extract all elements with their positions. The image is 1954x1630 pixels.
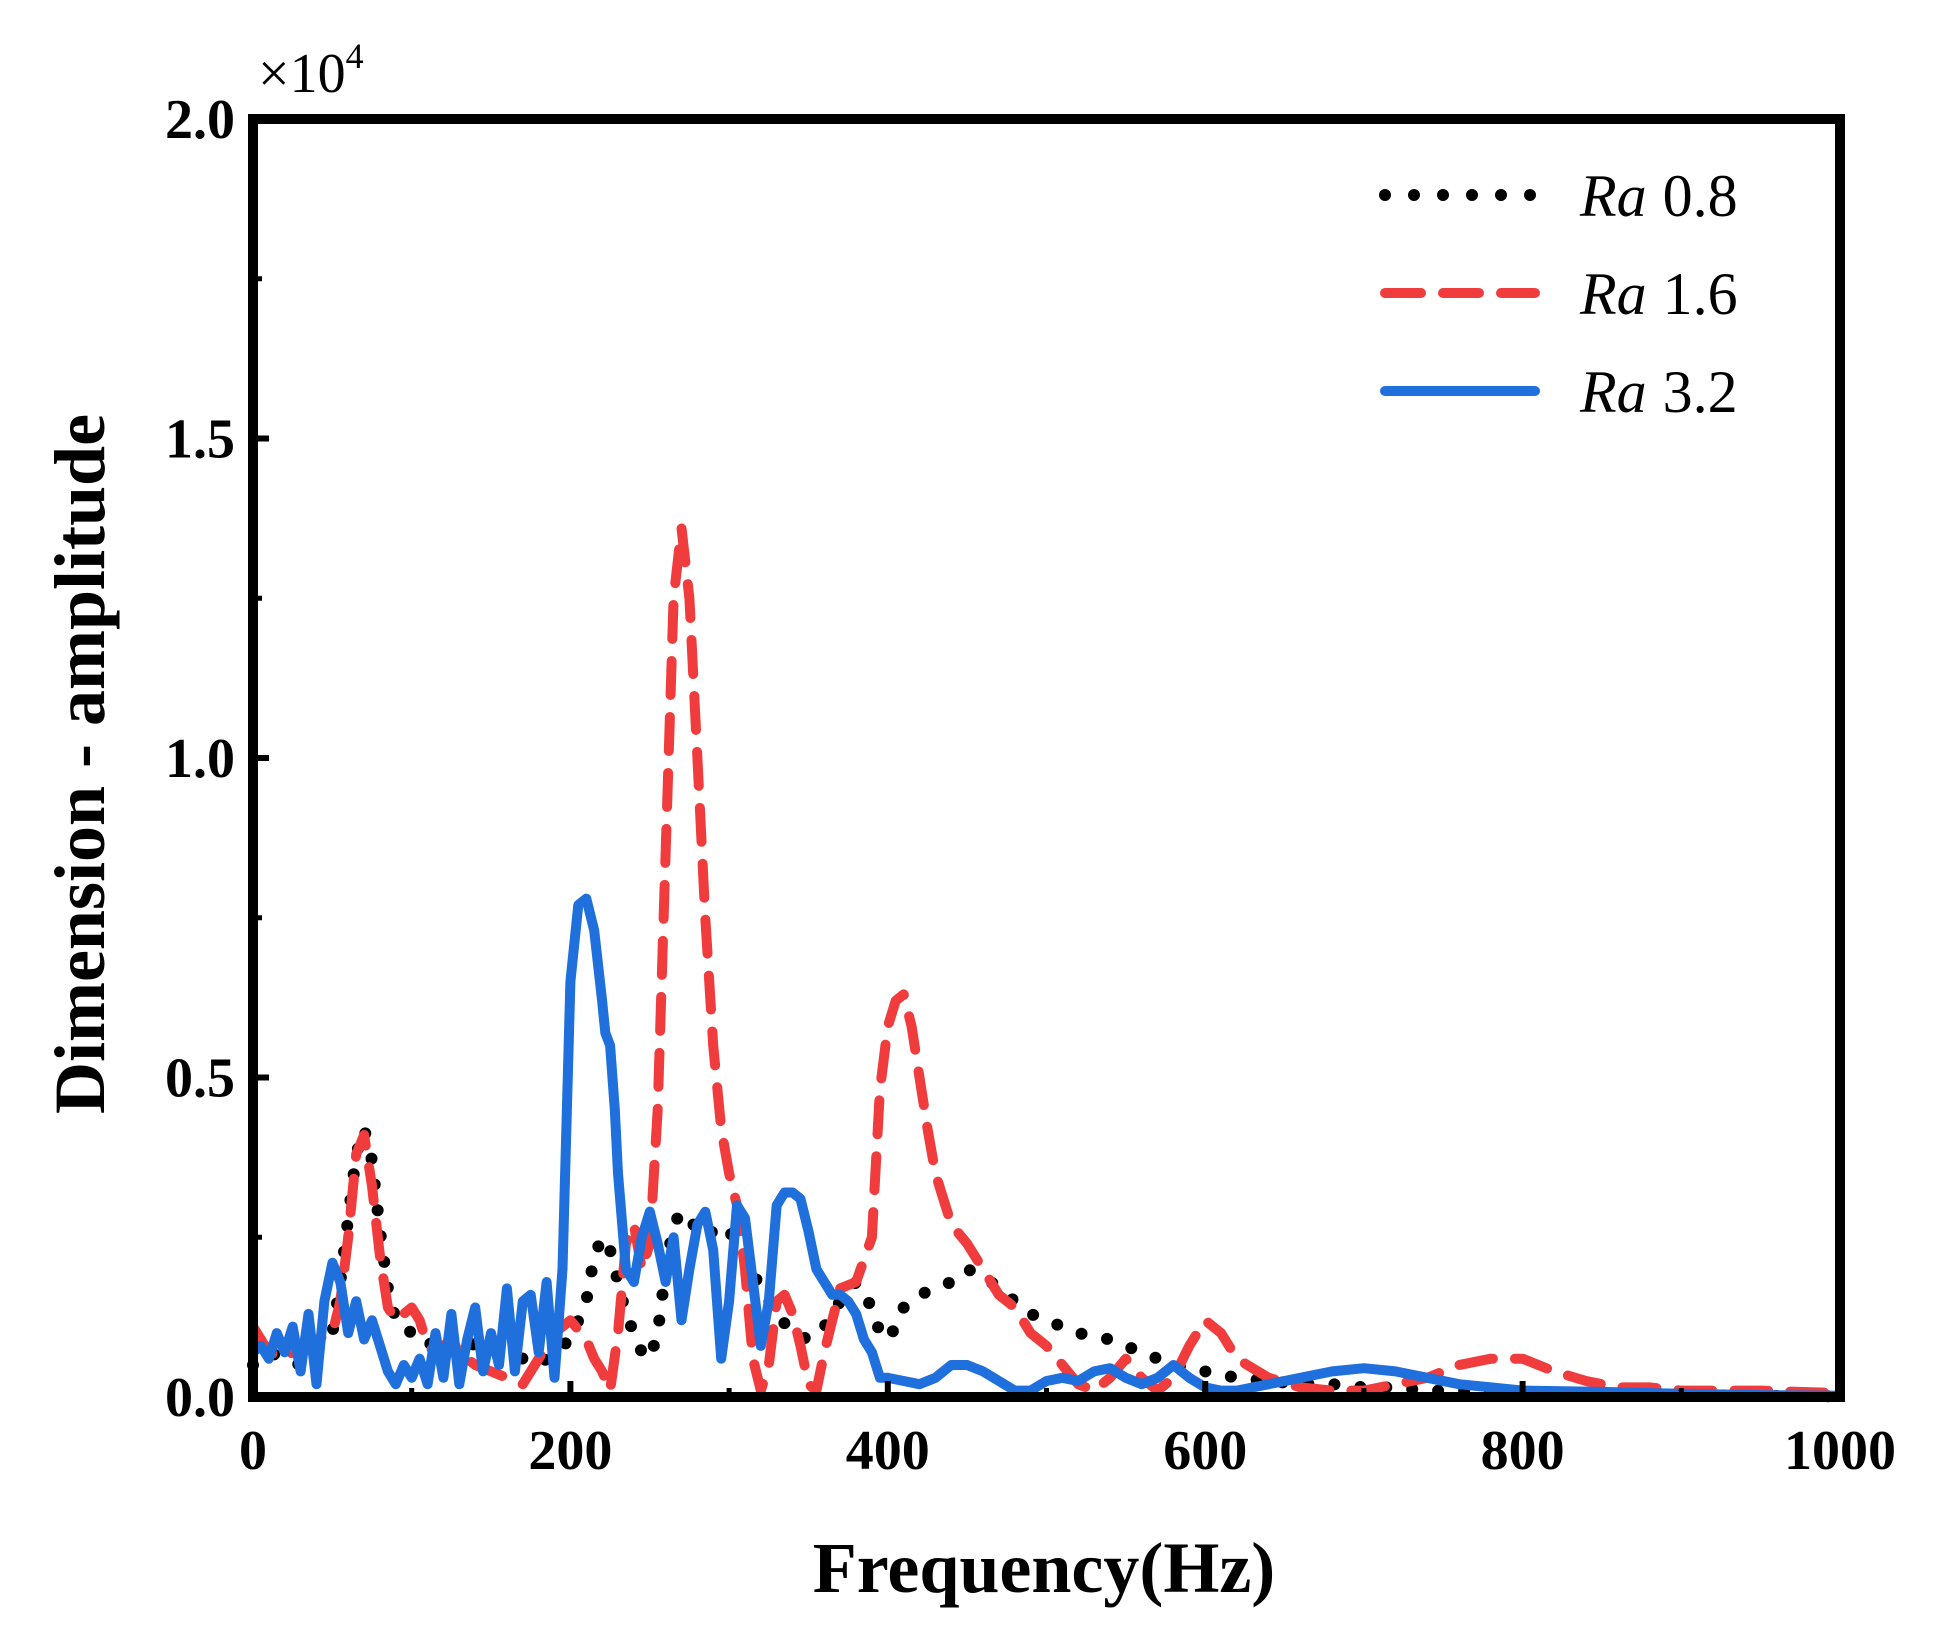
- legend-label-italic: Ra: [1579, 261, 1647, 327]
- legend-label-italic: Ra: [1579, 163, 1647, 229]
- series-line-ra-1-6: [248, 523, 1845, 1399]
- legend-label: Ra 1.6: [1579, 261, 1738, 327]
- y-axis-multiplier-base: ×10: [258, 43, 346, 105]
- series-layer: [247, 523, 1846, 1403]
- x-tick-label: 400: [846, 1420, 930, 1482]
- x-axis-title: Frequency(Hz): [813, 1528, 1276, 1608]
- legend: Ra 0.8Ra 1.6Ra 3.2: [1379, 163, 1738, 425]
- ticks-layer: 0 200 400 600 800 1000 0.0 0.5 1.0 1.5 2.0: [165, 89, 1896, 1482]
- legend-label-italic: Ra: [1579, 359, 1647, 425]
- x-tick-label: 1000: [1784, 1420, 1896, 1482]
- y-tick-label: 0.0: [165, 1367, 235, 1429]
- x-tick-label: 800: [1481, 1420, 1565, 1482]
- y-axis-title: Dimension - amplitude: [40, 414, 120, 1114]
- y-tick-label: 1.0: [165, 728, 235, 790]
- y-tick-label: 1.5: [165, 409, 235, 471]
- legend-label-value: 3.2: [1663, 359, 1738, 425]
- legend-label-value: 0.8: [1663, 163, 1738, 229]
- x-tick-label: 200: [528, 1420, 612, 1482]
- y-axis-multiplier-exponent: 4: [346, 36, 364, 76]
- y-tick-label: 0.5: [165, 1048, 235, 1110]
- x-tick-label: 600: [1163, 1420, 1247, 1482]
- legend-label-value: 1.6: [1663, 261, 1738, 327]
- legend-label: Ra 3.2: [1579, 359, 1738, 425]
- series-line-ra-0-8: [247, 1122, 1846, 1403]
- legend-label: Ra 0.8: [1579, 163, 1738, 229]
- x-tick-label: 0: [239, 1420, 267, 1482]
- series-line-ra-3-2: [248, 893, 1845, 1401]
- y-tick-label: 2.0: [165, 89, 235, 151]
- y-axis-multiplier: ×104: [258, 36, 364, 105]
